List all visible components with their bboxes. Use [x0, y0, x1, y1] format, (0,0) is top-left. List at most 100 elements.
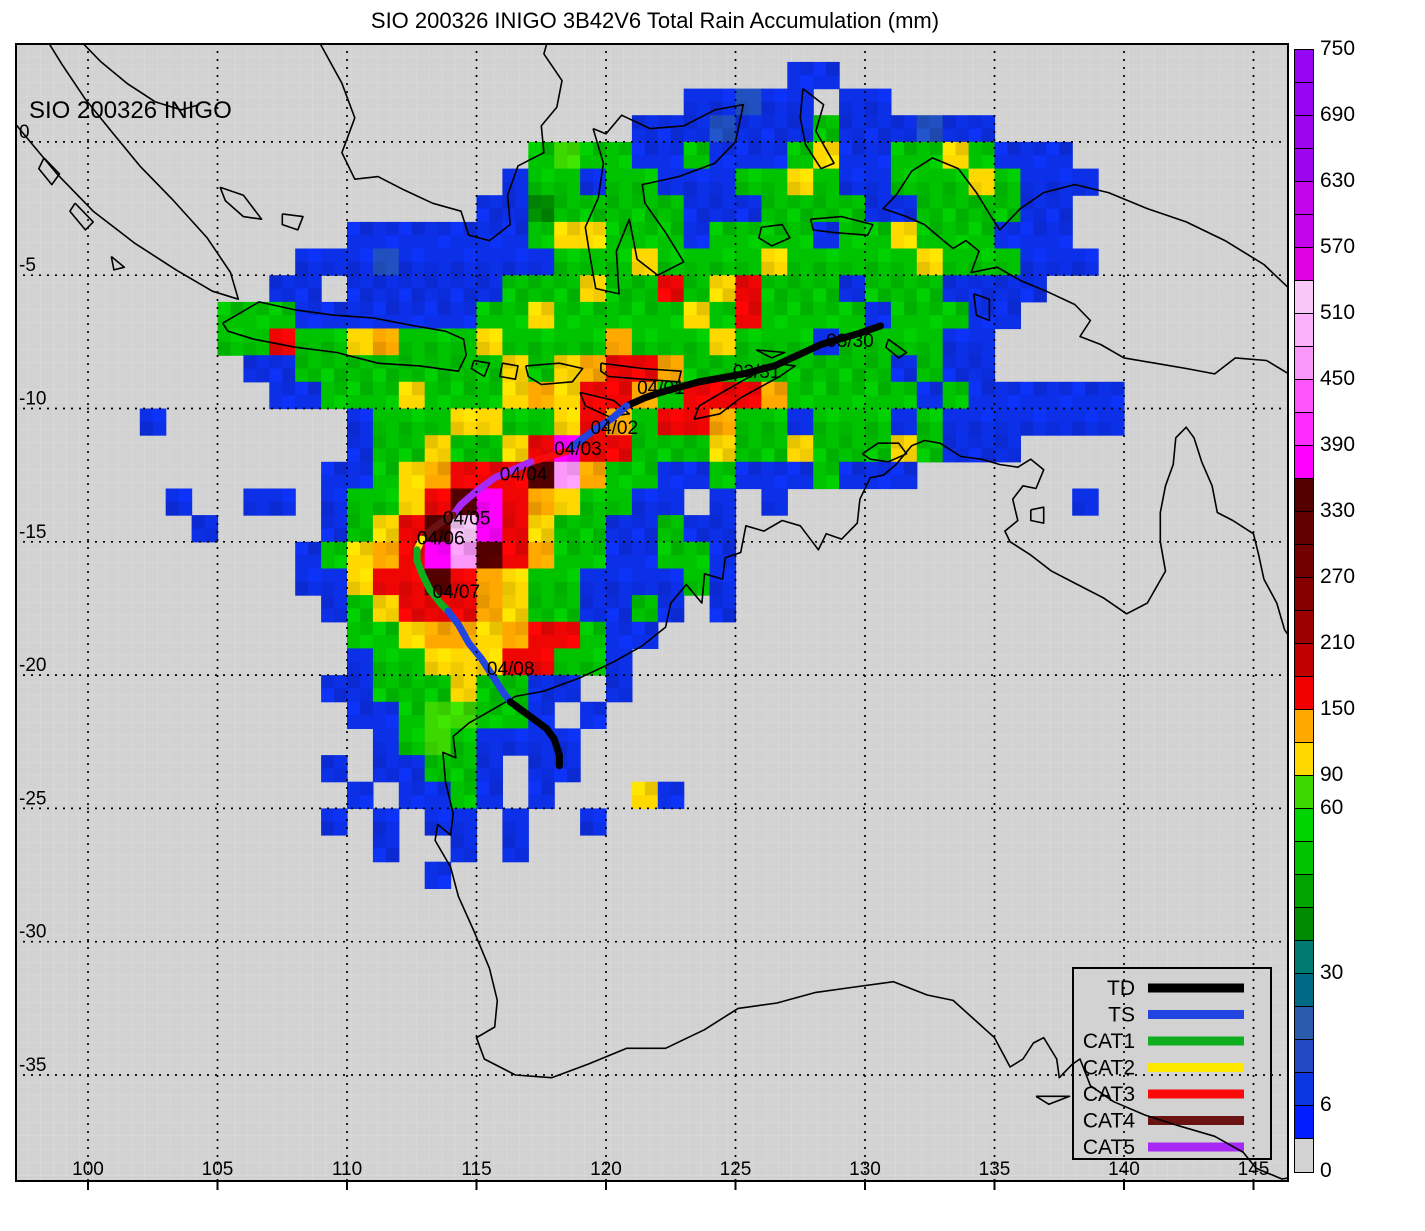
colorbar-label: 210	[1320, 631, 1356, 654]
lat-axis-label: -35	[19, 1055, 46, 1076]
track-segment-TD	[506, 698, 563, 770]
lon-axis-label: 125	[720, 1159, 752, 1180]
track-segment-TS	[444, 607, 514, 706]
colorbar-label: 450	[1320, 367, 1356, 390]
colorbar-segment	[1295, 677, 1313, 710]
lon-axis-label: 130	[849, 1159, 881, 1180]
coastline-kangaroo-island	[1035, 1095, 1071, 1106]
colorbar-segment	[1295, 941, 1313, 974]
colorbar-segment	[1295, 545, 1313, 578]
coastline-java	[222, 301, 467, 372]
lon-axis-label: 145	[1238, 1159, 1270, 1180]
coastline-melville-island	[861, 442, 908, 463]
coastline-flores	[600, 362, 682, 383]
track-date-label: 04/02	[591, 418, 639, 439]
colorbar-segment	[1295, 479, 1313, 512]
coastline-bangka	[219, 186, 263, 220]
colorbar-label: 570	[1320, 235, 1356, 258]
colorbar-segment	[1295, 1007, 1313, 1040]
track-date-label: 03/30	[826, 331, 874, 352]
lat-axis-label: 0	[19, 122, 30, 143]
coastline-tanimbar	[885, 338, 908, 359]
lon-axis-label: 100	[72, 1159, 104, 1180]
track-segment-CAT1	[413, 546, 452, 615]
track-segment-TD	[623, 322, 885, 410]
colorbar-segment	[1295, 215, 1313, 248]
colorbar-segment	[1295, 1073, 1313, 1106]
track-date-label: 04/01	[637, 378, 685, 399]
colorbar-label: 270	[1320, 565, 1356, 588]
colorbar-segment	[1295, 1139, 1313, 1172]
colorbar-segment	[1295, 413, 1313, 446]
lat-axis-label: -25	[19, 788, 46, 809]
colorbar-segment	[1295, 83, 1313, 116]
lat-axis-label: -5	[19, 255, 36, 276]
map-gridlines	[15, 43, 1289, 1182]
colorbar-label: 6	[1320, 1093, 1332, 1116]
legend-label: CAT5	[1083, 1136, 1135, 1159]
coastline-wetar	[755, 349, 786, 359]
colorbar-label: 390	[1320, 433, 1356, 456]
track-segment-CAT5	[449, 458, 535, 519]
coastline-malay-peninsula	[81, 43, 200, 111]
coastline-belitung	[281, 213, 304, 231]
coastlines	[15, 43, 1289, 1180]
colorbar-segment	[1295, 578, 1313, 611]
map-overlay-title: SIO 200326 INIGO	[29, 97, 232, 124]
track-date-label: 04/06	[417, 529, 465, 550]
lat-axis-label: -10	[19, 389, 46, 410]
colorbar-segment	[1295, 380, 1313, 413]
lat-axis-label: -30	[19, 922, 46, 943]
coastline-new-guinea	[882, 157, 1289, 375]
colorbar	[1294, 49, 1314, 1173]
colorbar-label: 0	[1320, 1159, 1332, 1182]
colorbar-segment	[1295, 776, 1313, 809]
coastline-borneo	[318, 43, 563, 242]
lon-axis-label: 140	[1108, 1159, 1140, 1180]
coastline-groote-eylandt	[1030, 506, 1045, 524]
colorbar-segment	[1295, 710, 1313, 743]
colorbar-label: 630	[1320, 169, 1356, 192]
coastline-aru	[973, 293, 991, 322]
colorbar-segment	[1295, 50, 1313, 83]
colorbar-segment	[1295, 611, 1313, 644]
coastline-buru	[758, 223, 791, 247]
colorbar-segment	[1295, 314, 1313, 347]
lon-axis-label: 110	[332, 1159, 362, 1180]
colorbar-segment	[1295, 248, 1313, 281]
colorbar-label: 150	[1320, 697, 1356, 720]
legend-label: CAT4	[1083, 1110, 1135, 1133]
legend-label: CAT2	[1083, 1057, 1135, 1080]
colorbar-segment	[1295, 347, 1313, 380]
coastline-sulawesi	[584, 103, 745, 295]
track-segment-CAT3	[527, 447, 571, 466]
rain-raster	[139, 61, 1125, 889]
track-segment-TS	[563, 402, 631, 455]
track-segment-CAT4	[418, 511, 457, 543]
colorbar-segment	[1295, 809, 1313, 842]
legend-label: TD	[1107, 977, 1135, 1000]
colorbar-segment	[1295, 743, 1313, 776]
lon-axis-label: 135	[979, 1159, 1011, 1180]
colorbar-label: 90	[1320, 763, 1344, 786]
colorbar-segment	[1295, 149, 1313, 182]
coastline-mentawai	[69, 202, 94, 231]
colorbar-segment	[1295, 908, 1313, 941]
track-date-label: 04/03	[554, 439, 602, 460]
colorbar-segment	[1295, 875, 1313, 908]
coastline-nias	[38, 157, 61, 186]
coastline-sumbawa	[524, 362, 584, 386]
legend-label: TS	[1108, 1004, 1135, 1027]
lon-axis-label: 120	[590, 1159, 622, 1180]
track-date-label: 04/07	[433, 582, 481, 603]
lon-axis-label: 105	[202, 1159, 234, 1180]
lat-axis-label: -15	[19, 522, 46, 543]
colorbar-label: 60	[1320, 796, 1344, 819]
lon-axis-label: 115	[461, 1159, 491, 1180]
track-date-label: 04/04	[500, 465, 548, 486]
colorbar-label: 330	[1320, 499, 1356, 522]
colorbar-segment	[1295, 281, 1313, 314]
lat-axis-label: -20	[19, 655, 46, 676]
